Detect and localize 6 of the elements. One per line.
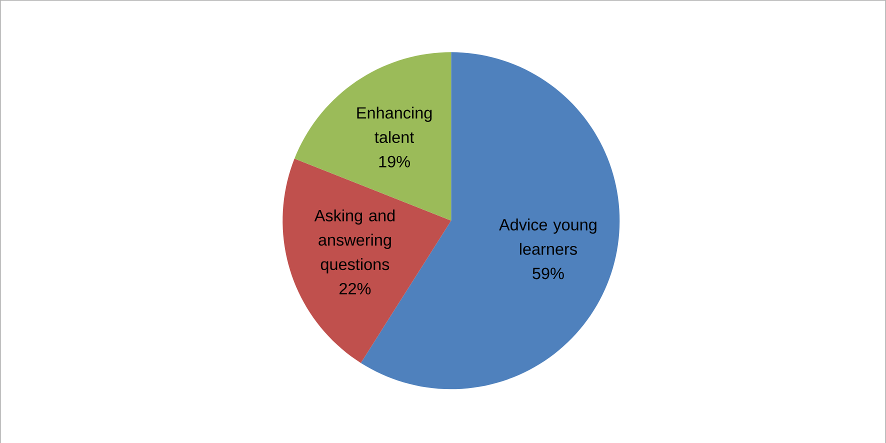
data-label: 22%: [340, 282, 371, 294]
slice-label: Enhancing talent: [357, 106, 432, 143]
data-label: 59%: [532, 268, 564, 280]
slice-label: Asking and answering questions: [314, 209, 395, 274]
data-label: 19%: [379, 156, 410, 168]
slice-label: Advice young learners: [499, 218, 596, 255]
